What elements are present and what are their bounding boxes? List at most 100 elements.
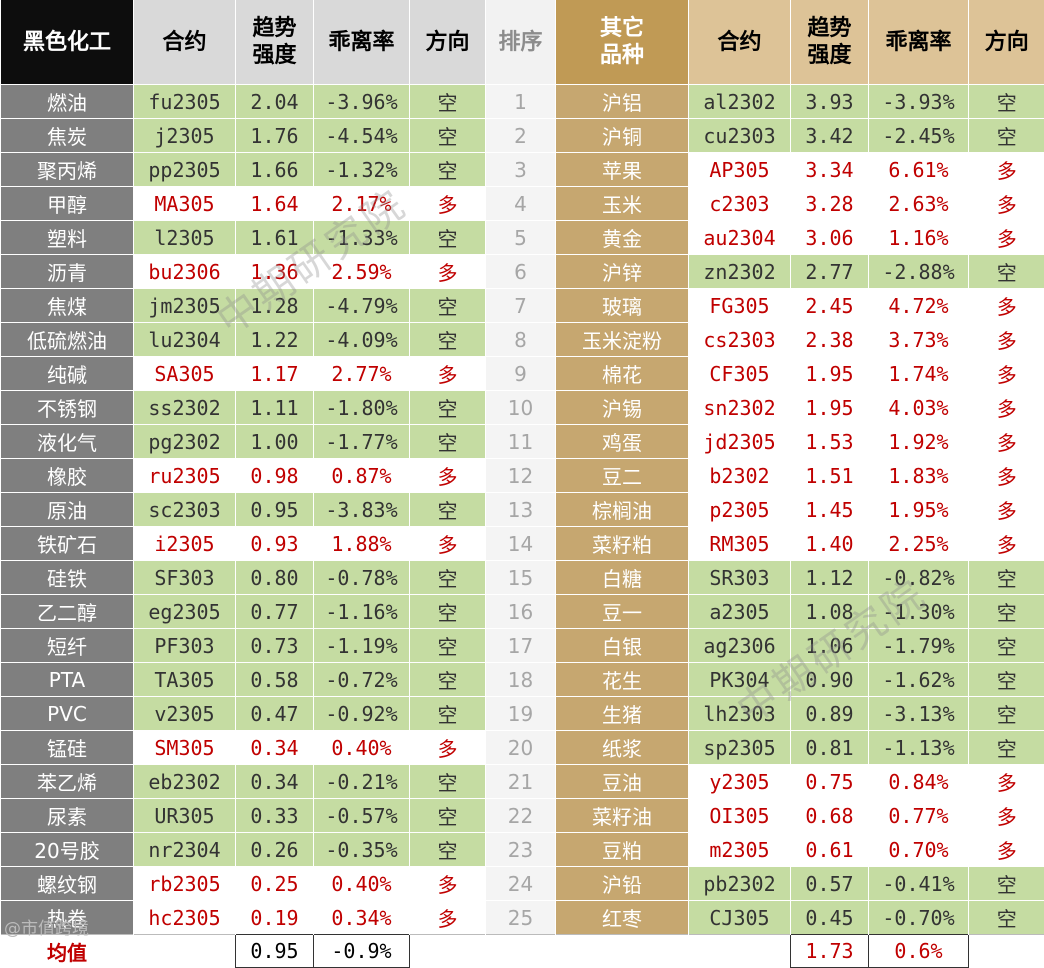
empty-cell (134, 935, 236, 968)
rank-number: 11 (486, 425, 556, 459)
left-deviation-rate: -3.83% (314, 493, 410, 527)
left-deviation-rate: -0.21% (314, 765, 410, 799)
left-trend-strength: 0.77 (236, 595, 314, 629)
right-direction: 多 (969, 153, 1044, 187)
left-deviation-rate: 2.59% (314, 255, 410, 289)
header-row: 黑色化工 合约 趋势强度 乖离率 方向 排序 其它品种 合约 趋势强度 乖离率 … (1, 0, 1044, 85)
left-direction: 空 (410, 425, 486, 459)
right-deviation-rate: 0.77% (869, 799, 969, 833)
right-direction: 空 (969, 731, 1044, 765)
right-deviation-rate: 6.61% (869, 153, 969, 187)
left-trend-strength: 1.66 (236, 153, 314, 187)
right-direction: 空 (969, 561, 1044, 595)
right-commodity-name: 棉花 (556, 357, 689, 391)
left-deviation-rate: 1.88% (314, 527, 410, 561)
right-contract: CJ305 (689, 901, 791, 935)
left-commodity-name: 铁矿石 (1, 527, 134, 561)
left-commodity-name: PTA (1, 663, 134, 697)
header-rank: 排序 (486, 0, 556, 85)
right-contract: cs2303 (689, 323, 791, 357)
left-direction: 多 (410, 867, 486, 901)
right-commodity-name: 沪铜 (556, 119, 689, 153)
right-trend-strength: 1.95 (791, 391, 869, 425)
left-commodity-name: 原油 (1, 493, 134, 527)
right-direction: 空 (969, 629, 1044, 663)
rank-number: 10 (486, 391, 556, 425)
left-trend-strength: 1.11 (236, 391, 314, 425)
left-trend-strength: 1.17 (236, 357, 314, 391)
left-contract: jm2305 (134, 289, 236, 323)
left-trend-strength: 0.33 (236, 799, 314, 833)
left-direction: 空 (410, 221, 486, 255)
right-direction: 多 (969, 425, 1044, 459)
left-trend-strength: 0.19 (236, 901, 314, 935)
rank-number: 21 (486, 765, 556, 799)
left-trend-strength: 1.36 (236, 255, 314, 289)
left-deviation-rate: -0.72% (314, 663, 410, 697)
left-contract: UR305 (134, 799, 236, 833)
empty-cell (486, 935, 556, 968)
right-commodity-name: 沪铝 (556, 85, 689, 119)
right-deviation-rate: 2.63% (869, 187, 969, 221)
right-deviation-rate: 1.16% (869, 221, 969, 255)
left-direction: 多 (410, 731, 486, 765)
rank-number: 12 (486, 459, 556, 493)
left-contract: eb2302 (134, 765, 236, 799)
right-average-deviation: 0.6% (869, 935, 969, 968)
right-direction: 空 (969, 255, 1044, 289)
left-contract: TA305 (134, 663, 236, 697)
right-direction: 空 (969, 119, 1044, 153)
credit-text: @市值跨境 (4, 914, 89, 939)
right-direction: 空 (969, 85, 1044, 119)
left-commodity-name: 20号胶 (1, 833, 134, 867)
rank-number: 5 (486, 221, 556, 255)
rank-number: 14 (486, 527, 556, 561)
right-contract: RM305 (689, 527, 791, 561)
right-trend-strength: 3.93 (791, 85, 869, 119)
left-contract: lu2304 (134, 323, 236, 357)
left-contract: pp2305 (134, 153, 236, 187)
right-deviation-rate: -1.79% (869, 629, 969, 663)
header-direction: 方向 (410, 0, 486, 85)
left-commodity-name: 低硫燃油 (1, 323, 134, 357)
left-contract: j2305 (134, 119, 236, 153)
right-commodity-name: 玉米淀粉 (556, 323, 689, 357)
rank-number: 4 (486, 187, 556, 221)
right-commodity-name: 菜籽油 (556, 799, 689, 833)
left-direction: 空 (410, 663, 486, 697)
right-direction: 空 (969, 901, 1044, 935)
right-contract: PK304 (689, 663, 791, 697)
left-commodity-name: 燃油 (1, 85, 134, 119)
right-trend-strength: 2.77 (791, 255, 869, 289)
left-direction: 空 (410, 153, 486, 187)
rank-number: 22 (486, 799, 556, 833)
left-trend-strength: 0.47 (236, 697, 314, 731)
left-commodity-name: PVC (1, 697, 134, 731)
left-trend-strength: 0.25 (236, 867, 314, 901)
left-commodity-name: 焦煤 (1, 289, 134, 323)
right-commodity-name: 玻璃 (556, 289, 689, 323)
right-direction: 多 (969, 765, 1044, 799)
right-trend-strength: 1.95 (791, 357, 869, 391)
right-commodity-name: 沪锡 (556, 391, 689, 425)
header-right-category: 其它品种 (556, 0, 689, 85)
right-contract: b2302 (689, 459, 791, 493)
right-deviation-rate: 4.72% (869, 289, 969, 323)
right-deviation-rate: 1.83% (869, 459, 969, 493)
left-trend-strength: 0.95 (236, 493, 314, 527)
left-commodity-name: 塑料 (1, 221, 134, 255)
right-trend-strength: 0.68 (791, 799, 869, 833)
right-contract: y2305 (689, 765, 791, 799)
